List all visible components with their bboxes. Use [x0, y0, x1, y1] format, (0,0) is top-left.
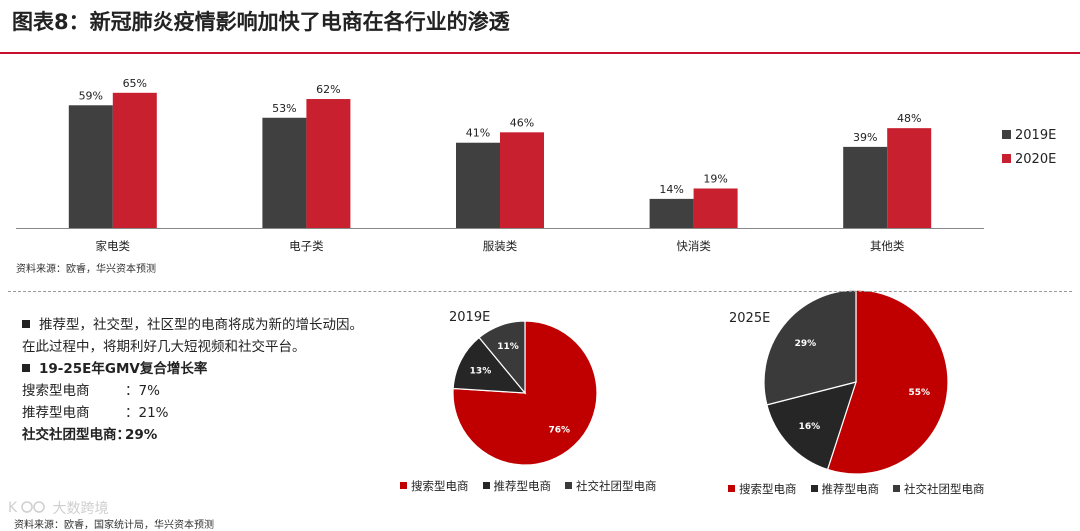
pie-legend-label: 社交社团型电商 — [576, 479, 657, 493]
section-divider — [8, 291, 1072, 292]
pie-legend-label: 推荐型电商 — [821, 482, 880, 496]
pie-legend-item: 搜索型电商 — [728, 481, 797, 497]
bar-data-label: 48% — [897, 112, 921, 125]
legend-2020e: 2020E — [1002, 152, 1056, 167]
bar-2019e — [649, 198, 694, 228]
pie-slice-2019e — [478, 320, 526, 395]
pie-value-label: 16% — [799, 422, 821, 432]
bottom-source: 资料来源：欧睿，国家统计局，华兴资本预测 — [14, 520, 214, 531]
growth-value: 29% — [125, 427, 158, 443]
x-tick-label: 家电类 — [96, 239, 131, 253]
pie-legend-label: 社交社团型电商 — [904, 482, 985, 496]
pie-slice-2025e — [766, 381, 857, 471]
pie-slice-2025e — [826, 289, 949, 475]
growth-row-social: 社交社团型电商： 29% — [22, 424, 363, 446]
x-tick-label: 电子类 — [289, 239, 324, 253]
pie-title-2019e: 2019E — [449, 310, 491, 325]
pie-title-2025e: 2025E — [729, 311, 771, 326]
bar-data-label: 65% — [123, 77, 147, 90]
legend-label-2019e: 2019E — [1015, 128, 1057, 143]
legend-swatch — [565, 482, 572, 489]
x-tick-label: 其他类 — [870, 239, 905, 253]
bullet-icon — [22, 320, 30, 328]
pie-legend-label: 搜索型电商 — [411, 479, 469, 493]
bar-2019e — [68, 105, 113, 228]
legend-swatch-2020e — [1002, 154, 1011, 163]
text-panel: 推荐型，社交型，社区型的电商将成为新的增长动因。 在此过程中，将期利好几大短视频… — [22, 314, 363, 446]
bullet-icon — [22, 364, 30, 372]
pie-legend-2019e: 搜索型电商 推荐型电商 社交社团型电商 — [400, 478, 657, 494]
pie-legend-item: 推荐型电商 — [810, 481, 880, 497]
page-title: 图表8：新冠肺炎疫情影响加快了电商在各行业的渗透 — [12, 10, 510, 34]
growth-value: ：7% — [125, 383, 160, 399]
legend-swatch — [810, 485, 818, 492]
bar-2019e — [843, 146, 888, 228]
bar-2020e — [500, 132, 544, 228]
bar-data-label: 39% — [853, 131, 877, 144]
legend-swatch — [482, 482, 490, 489]
bar-data-label: 14% — [659, 183, 683, 196]
pie-legend-label: 推荐型电商 — [493, 479, 552, 493]
bar-data-label: 53% — [272, 102, 296, 115]
pie-value-label: 76% — [548, 425, 570, 435]
bar-data-label: 62% — [316, 83, 340, 96]
bar-2020e — [887, 128, 932, 228]
bar-data-label: 19% — [703, 172, 727, 185]
growth-label: 社交社团型电商： — [22, 427, 130, 443]
pie-legend-item: 推荐型电商 — [482, 478, 552, 494]
legend-swatch — [400, 482, 407, 489]
pie-legend-item: 社交社团型电商 — [565, 478, 657, 494]
growth-row-recommend: 推荐型电商 ：21% — [22, 402, 363, 424]
text-line-2: 在此过程中，将期利好几大短视频和社交平台。 — [22, 339, 306, 355]
bar-2019e — [456, 142, 500, 228]
watermark-logo-icon: K — [8, 500, 45, 516]
bar-2020e — [306, 99, 351, 228]
growth-row-search: 搜索型电商 ：7% — [22, 380, 363, 402]
bar-data-label: 46% — [510, 116, 534, 129]
legend-2019e: 2019E — [1002, 128, 1056, 143]
bar-2019e — [262, 117, 307, 228]
legend-swatch — [893, 485, 900, 492]
watermark-text: 大数跨境 — [52, 501, 109, 517]
text-line-1-text: 推荐型，社交型，社区型的电商将成为新的增长动因。 — [39, 317, 363, 333]
text-line-1: 推荐型，社交型，社区型的电商将成为新的增长动因。 — [22, 314, 363, 336]
growth-label: 推荐型电商 — [22, 405, 90, 421]
pie-legend-item: 社交社团型电商 — [893, 481, 985, 497]
growth-value: ：21% — [125, 405, 169, 421]
pie-slice-2019e — [452, 336, 527, 394]
bar-data-label: 41% — [466, 127, 490, 140]
pie-legend-label: 搜索型电商 — [739, 482, 797, 496]
pie-value-label: 13% — [470, 366, 492, 376]
pie-value-label: 55% — [908, 388, 930, 398]
bar-2020e — [693, 188, 738, 228]
pie-legend-item: 搜索型电商 — [400, 478, 469, 494]
svg-text:K: K — [8, 500, 18, 516]
pie-value-label: 29% — [795, 339, 817, 349]
title-divider — [0, 52, 1080, 54]
bar-chart-source: 资料来源：欧睿，华兴资本预测 — [16, 264, 156, 275]
growth-label: 搜索型电商 — [22, 383, 90, 399]
legend-swatch — [728, 485, 735, 492]
growth-title-text: 19-25E年GMV复合增长率 — [39, 361, 208, 377]
legend-swatch-2019e — [1002, 130, 1011, 139]
bar-data-label: 59% — [79, 89, 103, 102]
x-tick-label: 服装类 — [483, 239, 518, 253]
pie-legend-2025e: 搜索型电商 推荐型电商 社交社团型电商 — [728, 481, 985, 497]
legend-label-2020e: 2020E — [1015, 152, 1057, 167]
pie-value-label: 11% — [497, 342, 519, 352]
x-tick-label: 快消类 — [676, 239, 711, 253]
growth-title: 19-25E年GMV复合增长率 — [22, 358, 363, 380]
watermark: K 大数跨境 — [8, 498, 108, 518]
bar-2020e — [112, 92, 157, 228]
